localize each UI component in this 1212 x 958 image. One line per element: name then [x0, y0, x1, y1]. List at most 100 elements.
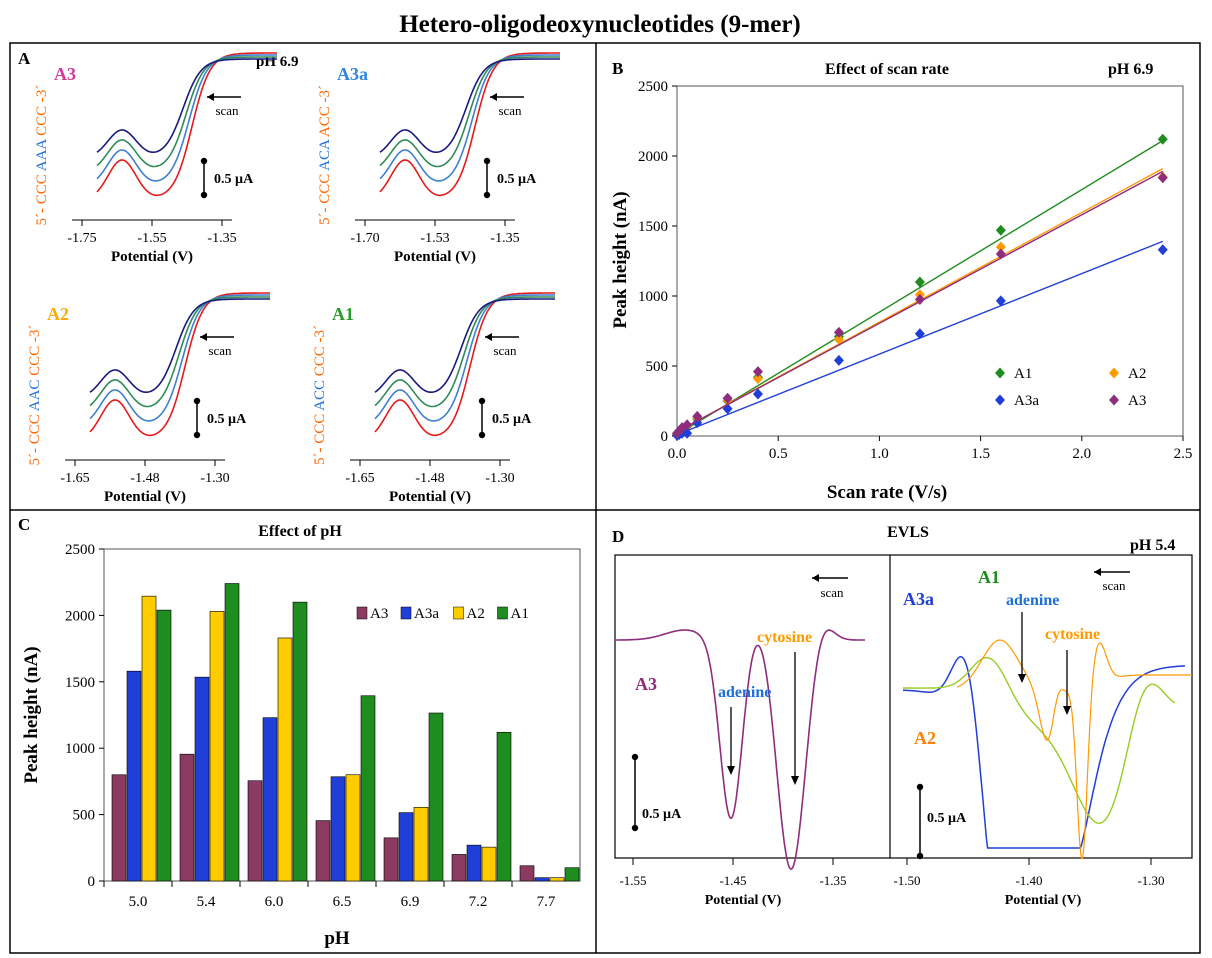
ph-x-tick-label: 6.0 — [265, 894, 284, 910]
evls-left-adenine-label: adenine — [718, 684, 771, 701]
ph-bar-a3 — [179, 753, 195, 882]
panel-a-curve — [89, 292, 270, 437]
evls-left-tick-label: -1.35 — [819, 873, 846, 888]
evls-right-scale-label: 0.5 µA — [927, 811, 967, 826]
evls-left-tick-label: -1.45 — [719, 873, 746, 888]
ph-y-tick-label: 2000 — [65, 608, 95, 624]
evls-left-x-axis-label: Potential (V) — [705, 893, 782, 908]
panel-a-scan-arrowhead — [200, 333, 207, 341]
scan-rate-point-a3a — [995, 295, 1006, 307]
panel-a-scan-arrowhead — [490, 93, 497, 101]
evls-left-scan-arrowhead — [812, 574, 819, 582]
ph-y-axis-label: Peak height (nA) — [21, 646, 42, 783]
scan-rate-point-a3 — [914, 294, 925, 305]
evls-left-adenine-arrowhead — [727, 766, 735, 775]
panel-a-scale-bar-cap — [193, 397, 201, 405]
panel-a-label: A — [18, 49, 31, 68]
evls-left-scale-cap — [631, 753, 639, 761]
panel-a-tick-label: -1.35 — [490, 231, 519, 246]
panel-a-scan-arrowhead — [207, 93, 214, 101]
panel-a-sequence-part: ACA — [317, 137, 333, 171]
evls-label-a3a: A3a — [903, 589, 934, 609]
ph-bar-a3a — [466, 844, 482, 882]
panel-a-curve — [96, 58, 277, 153]
panel-a-curve — [89, 294, 270, 422]
scan-rate-point-a3a — [1157, 244, 1168, 256]
scan-rate-x-tick-label: 1.0 — [870, 446, 889, 462]
panel-a-tick-label: -1.75 — [67, 231, 96, 246]
ph-bar-a3 — [383, 837, 399, 882]
scan-rate-plot-area — [676, 85, 1184, 437]
panel-a-sequence-label: 5´- CCC ACA ACC -3´ — [317, 85, 333, 225]
scan-rate-point-a2 — [833, 333, 844, 345]
ph-bar-a2 — [549, 877, 565, 882]
evls-right-scan-label: scan — [1102, 578, 1126, 593]
scan-rate-x-axis-label: Scan rate (V/s) — [827, 482, 947, 503]
ph-x-tick-label: 6.5 — [333, 894, 352, 910]
scan-rate-point-a3a — [752, 388, 763, 400]
evls-left-scale-cap — [631, 824, 639, 832]
panel-a-x-axis-label: Potential (V) — [111, 249, 193, 265]
evls-right-adenine-arrowhead — [1018, 674, 1026, 683]
evls-right-scale-cap — [916, 783, 924, 791]
evls-right-x-axis-label: Potential (V) — [1005, 893, 1082, 908]
ph-y-tick-label: 2500 — [65, 542, 95, 558]
panel-a-curve — [379, 54, 560, 182]
ph-legend-swatch — [400, 606, 412, 620]
figure-title: Hetero-oligodeoxynucleotides (9-mer) — [399, 11, 801, 38]
evls-right-tick-label: -1.50 — [893, 873, 920, 888]
scan-rate-point-a3 — [722, 392, 733, 404]
panel-a-sequence-part: ACC -3´ — [317, 85, 333, 137]
panel-a-scale-label: 0.5 µA — [207, 412, 247, 427]
scan-rate-legend-marker — [1109, 394, 1119, 406]
panel-a-sequence-part: AAC — [27, 376, 43, 411]
panel-a-curve — [89, 298, 270, 393]
scan-rate-y-axis-label: Peak height (nA) — [610, 191, 631, 328]
scan-rate-point-a3a — [914, 328, 925, 340]
panel-a-scale-bar-cap — [478, 431, 486, 439]
evls-right-adenine-label: adenine — [1006, 592, 1059, 609]
ph-legend-label: A1 — [511, 606, 529, 622]
panel-a-curve — [374, 298, 555, 393]
ph-bar-a3a — [534, 877, 550, 882]
scan-rate-y-tick-label: 2500 — [638, 79, 668, 95]
scan-rate-legend-marker — [995, 394, 1005, 406]
evls-label-a3: A3 — [635, 674, 657, 694]
ph-bar-a1 — [224, 583, 240, 882]
panel-frames — [9, 42, 1201, 954]
ph-bar-a3a — [398, 812, 414, 882]
scan-rate-y-tick-label: 2000 — [638, 149, 668, 165]
figure-frame — [9, 42, 1201, 954]
evls-curve-a1 — [903, 656, 1176, 825]
panel-b: B pH 6.9 Effect of scan rate Scan rate (… — [610, 59, 1192, 503]
scan-rate-plot: 0 500 1000 1500 2000 2500 0.0 0.5 1.0 1.5 2.0 2.5 A1… — [638, 79, 1192, 462]
evls-right-cytosine-arrowhead — [1063, 706, 1071, 715]
ph-bar-a1 — [360, 695, 376, 882]
ph-y-tick-label: 1000 — [65, 741, 95, 757]
panel-a-sequence-label: 5´- CCC AAC CCC -3´ — [27, 325, 43, 466]
ph-bar-a2 — [345, 774, 361, 882]
ph-bar-a2 — [141, 595, 157, 882]
ph-legend-label: A2 — [467, 606, 485, 622]
panel-a-scan-label: scan — [493, 343, 517, 358]
panel-a-curve-label: A3 — [54, 64, 76, 84]
ph-bar-a1 — [156, 609, 172, 882]
panel-a-curve — [374, 294, 555, 422]
panel-a-scan-label: scan — [208, 343, 232, 358]
panel-a-x-axis-label: Potential (V) — [389, 489, 471, 505]
panel-b-label: B — [612, 59, 623, 78]
panel-a-sequence-part: 5´- CCC — [312, 411, 328, 465]
panel-a-scale-bar-cap — [478, 397, 486, 405]
ph-bar-a1 — [496, 731, 512, 882]
panel-a-scale-label: 0.5 µA — [214, 172, 254, 187]
panel-a-scan-arrowhead — [485, 333, 492, 341]
evls-left-scale-label: 0.5 µA — [642, 807, 682, 822]
scan-rate-legend-label: A2 — [1128, 366, 1146, 382]
scan-rate-point-a3 — [1157, 172, 1168, 184]
ph-bar-a2 — [481, 846, 497, 882]
scan-rate-fit-line-a1 — [676, 140, 1164, 436]
scan-rate-point-a3 — [995, 248, 1006, 260]
ph-x-tick-label: 7.7 — [537, 894, 556, 910]
